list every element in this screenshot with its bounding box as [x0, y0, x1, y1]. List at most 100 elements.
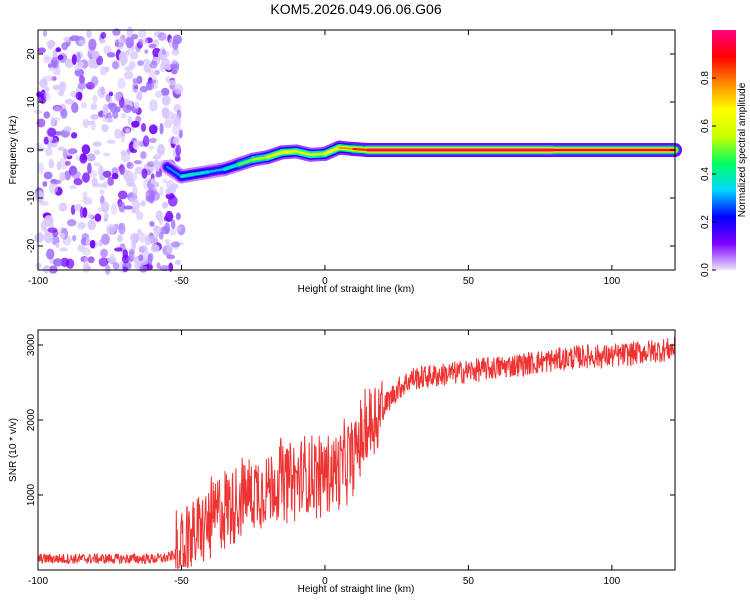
noise-blob — [164, 222, 171, 235]
noise-blob — [37, 47, 46, 54]
colorbar-tick-label: 0.2 — [700, 215, 711, 229]
ridge-segment — [280, 150, 298, 154]
noise-blob — [51, 235, 60, 246]
noise-blob — [44, 86, 50, 92]
noise-blob — [162, 178, 168, 184]
colorbar-label: Normalized spectral amplitude — [737, 82, 748, 217]
noise-blob — [140, 122, 147, 133]
noise-blob — [122, 266, 128, 273]
noise-blob — [127, 116, 133, 125]
noise-blob — [158, 217, 164, 226]
noise-blob — [149, 60, 158, 69]
noise-blob — [76, 221, 86, 231]
noise-blob — [46, 248, 55, 260]
noise-blob — [125, 104, 132, 111]
noise-blob — [44, 75, 54, 82]
noise-blob — [97, 86, 106, 99]
ridge-segment — [237, 158, 255, 166]
noise-blob — [87, 213, 94, 219]
noise-blob — [77, 61, 85, 68]
noise-blob — [141, 37, 149, 45]
noise-blob — [125, 36, 134, 49]
ridge-segment — [223, 163, 240, 171]
noise-blob — [143, 58, 151, 64]
noise-blob — [101, 201, 110, 213]
y-tick-label: 20 — [26, 48, 37, 60]
spectrogram-x-label: Height of straight line (km) — [298, 284, 415, 295]
noise-blob — [47, 127, 57, 137]
noise-blob — [98, 257, 109, 267]
noise-blob — [82, 172, 90, 183]
noise-blob — [126, 26, 133, 38]
noise-blob — [150, 244, 160, 253]
noise-blob — [148, 124, 158, 135]
noise-blob — [57, 54, 64, 61]
noise-blob — [55, 47, 62, 53]
noise-blob — [99, 189, 105, 195]
noise-blob — [110, 203, 118, 216]
noise-blob — [87, 219, 97, 231]
noise-blob — [160, 87, 170, 97]
snr-x-axis: -100 -50 0 50 100 — [28, 330, 621, 587]
spectrogram-y-label: Frequency (Hz) — [8, 116, 19, 185]
noise-blob — [149, 137, 157, 144]
snr-y-axis: 1000 2000 3000 — [26, 333, 675, 506]
noise-blob — [144, 49, 149, 54]
noise-blob — [71, 102, 79, 114]
noise-blob — [140, 200, 146, 207]
noise-blob — [139, 232, 146, 243]
ridge-segment — [295, 150, 312, 156]
noise-blob — [93, 162, 101, 167]
noise-blob — [156, 262, 161, 270]
noise-blob — [42, 180, 48, 188]
noise-blob — [101, 123, 109, 132]
noise-blob — [157, 32, 167, 41]
noise-blob — [90, 75, 99, 87]
noise-blob — [91, 177, 98, 188]
noise-blob — [135, 211, 144, 221]
noise-blob — [136, 91, 143, 101]
x-tick-label: 50 — [463, 576, 475, 587]
noise-blob — [147, 253, 153, 266]
noise-blob — [60, 232, 66, 239]
noise-blob — [123, 71, 134, 80]
noise-blob — [114, 128, 122, 139]
noise-blob — [165, 210, 174, 223]
noise-blob — [73, 177, 83, 186]
noise-blob — [166, 254, 176, 260]
noise-blob — [132, 185, 138, 198]
noise-blob — [126, 161, 134, 170]
noise-blob — [172, 123, 181, 136]
noise-blob — [148, 43, 157, 49]
ridge-segment — [352, 148, 369, 151]
noise-blob — [137, 60, 145, 67]
noise-blob — [153, 225, 162, 237]
colorbar: 0.0 0.2 0.4 0.6 0.8 Normalized spectral ampl… — [700, 30, 748, 277]
y-tick-label: 3000 — [26, 333, 37, 356]
noise-blob — [164, 188, 172, 195]
noise-blob — [37, 162, 45, 174]
noise-blob — [91, 50, 100, 60]
noise-blob — [138, 245, 148, 253]
noise-blob — [174, 156, 181, 162]
noise-blob — [120, 131, 126, 143]
noise-blob — [51, 179, 62, 185]
noise-blob — [168, 262, 174, 272]
ridge-segment — [209, 168, 226, 173]
noise-blob — [72, 234, 77, 242]
noise-blob — [42, 29, 48, 37]
noise-blob — [77, 81, 87, 90]
noise-blob — [46, 40, 56, 48]
noise-blob — [148, 145, 155, 151]
noise-blob — [127, 255, 133, 263]
noise-blob — [90, 119, 96, 131]
y-tick-label: 1000 — [26, 483, 37, 506]
noise-blob — [129, 232, 140, 243]
noise-blob — [58, 158, 68, 170]
noise-blob — [165, 179, 175, 189]
y-tick-label: 0 — [26, 147, 37, 153]
noise-blob — [98, 165, 104, 177]
noise-blob — [116, 234, 123, 243]
y-tick-label: 10 — [26, 96, 37, 108]
snr-frame — [37, 329, 676, 571]
